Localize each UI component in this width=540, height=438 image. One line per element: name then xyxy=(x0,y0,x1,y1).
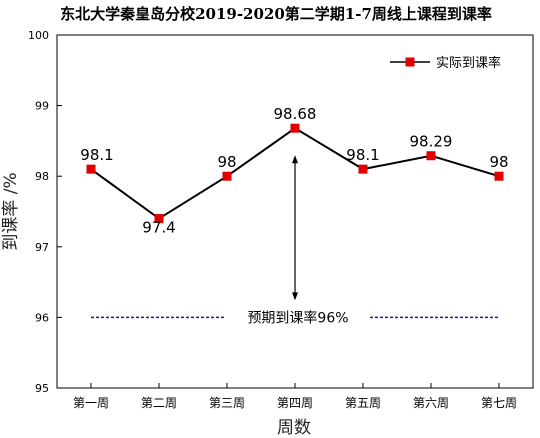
data-label: 98.68 xyxy=(274,105,317,123)
chart-title: 东北大学秦皇岛分校2019-2020第二学期1-7周线上课程到课率 xyxy=(60,5,492,23)
data-point xyxy=(426,151,436,161)
legend-marker xyxy=(405,57,415,67)
x-tick-label: 第五周 xyxy=(345,396,381,410)
x-tick-label: 第二周 xyxy=(141,396,177,410)
y-tick-label: 97 xyxy=(35,241,49,254)
legend-label: 实际到课率 xyxy=(436,55,501,71)
x-tick-label: 第七周 xyxy=(481,396,517,410)
data-point xyxy=(86,164,96,174)
x-tick-label: 第六周 xyxy=(413,396,449,410)
y-tick-label: 96 xyxy=(35,311,49,324)
data-label: 98.1 xyxy=(80,146,113,164)
arrow-head-down xyxy=(292,292,298,301)
y-tick-label: 100 xyxy=(28,29,49,42)
data-point xyxy=(290,123,300,133)
y-tick-label: 95 xyxy=(35,382,49,395)
data-label: 98 xyxy=(217,153,236,171)
x-tick-label: 第三周 xyxy=(209,396,245,410)
x-axis-label: 周数 xyxy=(277,418,311,438)
data-label: 98.1 xyxy=(346,146,379,164)
y-tick-label: 99 xyxy=(35,100,49,113)
legend: 实际到课率 xyxy=(390,55,501,71)
data-label: 98.29 xyxy=(410,133,453,151)
plot-area: 95 96 97 98 99 100 第一周 第二周 第三周 第四周 第五周 第六周 第七周 预期到课率9… xyxy=(28,29,534,410)
x-tick-label: 第四周 xyxy=(277,396,313,410)
data-point xyxy=(494,171,504,181)
x-tick-label: 第一周 xyxy=(73,396,109,410)
data-label: 98 xyxy=(489,153,508,171)
y-tick-label: 98 xyxy=(35,170,49,183)
data-point xyxy=(222,171,232,181)
data-label: 97.4 xyxy=(142,219,175,237)
y-axis-label: 到课率 /% xyxy=(1,172,21,250)
arrow-head-up xyxy=(292,155,298,164)
reference-line-label: 预期到课率96% xyxy=(247,309,348,326)
data-point xyxy=(358,164,368,174)
data-point xyxy=(154,214,164,224)
